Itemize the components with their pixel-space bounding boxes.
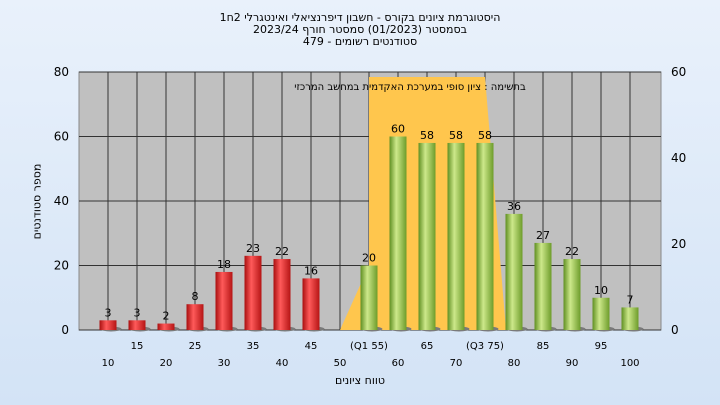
- x-tick-label-upper: 65: [421, 341, 434, 352]
- y-tick-label-right: 40: [671, 151, 686, 165]
- x-tick-label-lower: 40: [276, 358, 289, 369]
- x-tick-label-lower: 70: [450, 358, 463, 369]
- data-label: 2: [163, 310, 170, 323]
- data-label: 58: [478, 129, 492, 142]
- bar-45: [302, 278, 320, 330]
- y-tick-label-right: 0: [671, 323, 679, 337]
- x-tick-label-upper: (Q3 75): [466, 341, 504, 352]
- y-tick-label-left: 40: [54, 194, 69, 208]
- y-tick-label-right: 20: [671, 237, 686, 251]
- data-label: 23: [246, 242, 260, 255]
- x-tick-label-lower: 100: [620, 358, 639, 369]
- data-label: 10: [594, 284, 608, 297]
- bar-80: [505, 213, 523, 330]
- data-label: 7: [627, 293, 634, 306]
- data-label: 58: [420, 129, 434, 142]
- x-tick-label-lower: 60: [392, 358, 405, 369]
- x-tick-label-lower: 10: [102, 358, 115, 369]
- data-label: 22: [275, 245, 289, 258]
- y-tick-label-right: 60: [671, 65, 686, 79]
- chart-title: היסטוגרמת ציונים בקורס - חשבון דיפרנציאל…: [219, 11, 501, 24]
- x-axis-label: טווח ציונים: [335, 374, 385, 387]
- data-label: 8: [192, 290, 199, 303]
- bar-40: [273, 259, 291, 330]
- bar-25: [186, 304, 204, 330]
- x-tick-label-lower: 90: [566, 358, 579, 369]
- bar-90: [563, 259, 581, 330]
- chart-annotation: בתשימה : ציון סופי במערכת האקדמית במחשב …: [294, 82, 526, 93]
- data-label: 58: [449, 129, 463, 142]
- data-label: 3: [134, 306, 141, 319]
- x-tick-label-upper: 95: [595, 341, 608, 352]
- y-tick-label-left: 60: [54, 130, 69, 144]
- data-label: 36: [507, 200, 521, 213]
- x-tick-label-upper: (Q1 55): [350, 341, 388, 352]
- bar-30: [215, 271, 233, 330]
- x-tick-label-upper: 45: [305, 341, 318, 352]
- chart-subtitle-semester: בסמסטר (01/2023) סמסטר חורף 2023/24: [253, 23, 467, 36]
- data-label: 3: [105, 306, 112, 319]
- bar-10: [99, 320, 117, 330]
- bar-75: [476, 142, 494, 330]
- data-label: 27: [536, 229, 550, 242]
- data-label: 16: [304, 264, 318, 277]
- data-label: 60: [391, 123, 405, 136]
- data-label: 20: [362, 252, 376, 265]
- x-tick-label-upper: 15: [131, 341, 144, 352]
- bar-95: [592, 297, 610, 330]
- bar-100: [621, 307, 639, 330]
- data-label: 18: [217, 258, 231, 271]
- x-tick-label-upper: 85: [537, 341, 550, 352]
- y-tick-label-left: 80: [54, 65, 69, 79]
- bar-15: [128, 320, 146, 330]
- bar-55: [360, 265, 378, 330]
- bar-70: [447, 142, 465, 330]
- data-label: 22: [565, 245, 579, 258]
- chart-subtitle-students: סטודנטים רשומים - 479: [302, 35, 418, 48]
- x-tick-label-lower: 20: [160, 358, 173, 369]
- bar-60: [389, 136, 407, 330]
- x-tick-label-lower: 30: [218, 358, 231, 369]
- x-tick-label-upper: 25: [189, 341, 202, 352]
- y-tick-label-left: 20: [54, 259, 69, 273]
- x-tick-label-lower: 50: [334, 358, 347, 369]
- x-tick-label-upper: 35: [247, 341, 260, 352]
- bar-20: [157, 323, 175, 330]
- bar-35: [244, 255, 262, 330]
- bar-65: [418, 142, 436, 330]
- bar-85: [534, 242, 552, 330]
- x-tick-label-lower: 80: [508, 358, 521, 369]
- y-tick-label-left: 0: [61, 323, 69, 337]
